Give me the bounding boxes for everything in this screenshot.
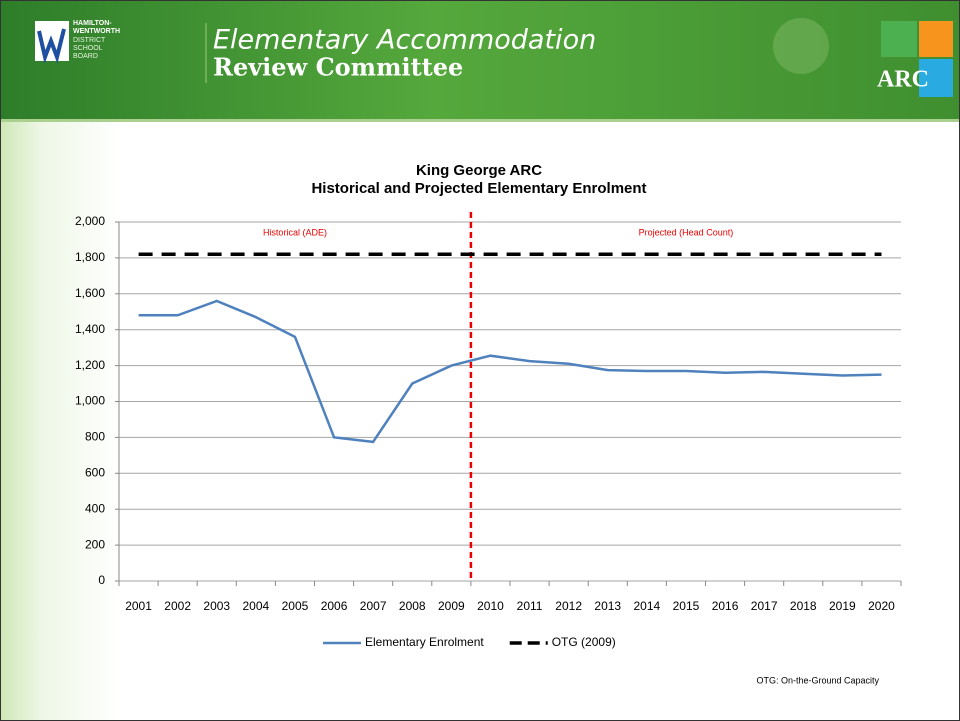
logo-text: HAMILTON- (73, 20, 112, 27)
legend-label: OTG (2009) (552, 635, 616, 649)
logo-text: DISTRICT (73, 37, 106, 44)
y-tick-label: 1,800 (75, 250, 105, 264)
title-line-2: Review Committee (213, 53, 463, 82)
badge-square (919, 21, 953, 57)
x-tick-label: 2007 (360, 599, 387, 613)
x-tick-label: 2002 (164, 599, 191, 613)
y-tick-label: 1,200 (75, 358, 105, 372)
x-tick-label: 2010 (477, 599, 504, 613)
x-tick-label: 2019 (829, 599, 856, 613)
x-tick-label: 2005 (282, 599, 309, 613)
y-tick-label: 800 (85, 430, 105, 444)
x-tick-label: 2018 (790, 599, 817, 613)
y-tick-label: 400 (85, 501, 105, 515)
x-tick-label: 2003 (203, 599, 230, 613)
legend-label: Elementary Enrolment (365, 635, 484, 649)
x-tick-label: 2012 (555, 599, 582, 613)
chart-title: Historical and Projected Elementary Enro… (311, 180, 646, 197)
x-tick-label: 2020 (868, 599, 895, 613)
annotation: Historical (ADE) (263, 227, 327, 237)
y-tick-label: 0 (98, 573, 105, 587)
y-tick-label: 2,000 (75, 214, 105, 228)
badge-square (881, 21, 917, 57)
x-tick-label: 2014 (633, 599, 660, 613)
x-tick-label: 2017 (751, 599, 778, 613)
logo-text: WENTWORTH (73, 28, 120, 35)
x-tick-label: 2004 (242, 599, 269, 613)
y-tick-label: 1,600 (75, 286, 105, 300)
x-tick-label: 2016 (712, 599, 739, 613)
chart-title: King George ARC (416, 162, 542, 179)
badge-text: ARC (877, 67, 929, 93)
title-line-1: Elementary Accommodation (213, 25, 596, 56)
x-tick-label: 2009 (438, 599, 465, 613)
y-tick-label: 1,000 (75, 394, 105, 408)
x-tick-label: 2015 (673, 599, 700, 613)
x-tick-label: 2008 (399, 599, 426, 613)
x-tick-label: 2006 (321, 599, 348, 613)
x-tick-label: 2011 (517, 599, 543, 613)
x-tick-label: 2013 (594, 599, 621, 613)
y-tick-label: 1,400 (75, 322, 105, 336)
logo-text: BOARD (73, 53, 98, 60)
logo-mark (37, 28, 66, 64)
series-line (138, 299, 882, 444)
logo-text: SCHOOL (73, 45, 103, 52)
badge-square (919, 59, 953, 97)
bulb-icon (773, 18, 829, 74)
y-tick-label: 600 (85, 465, 105, 479)
annotation: Projected (Head Count) (639, 227, 734, 237)
footnote: OTG: On-the-Ground Capacity (756, 675, 879, 685)
y-tick-label: 200 (85, 537, 105, 551)
x-tick-label: 2001 (125, 599, 152, 613)
